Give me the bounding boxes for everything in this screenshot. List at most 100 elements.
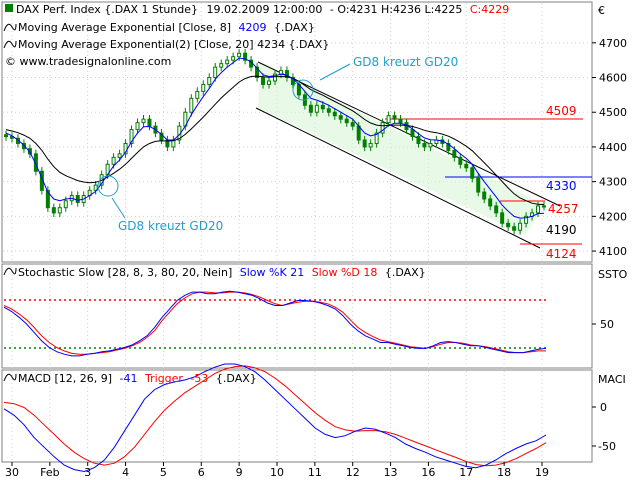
macd-trigger-line [3, 365, 547, 467]
candle-body [470, 167, 475, 179]
macd-params: MACD [12, 26, 9] [18, 372, 112, 385]
candle-body [458, 156, 463, 165]
channel-upper-line [257, 61, 561, 207]
stochastic-legend-icon [3, 267, 17, 276]
candle-body [350, 122, 355, 127]
annotation-arrow-top [319, 63, 351, 81]
ema8-line [5, 57, 545, 219]
candle-body [452, 149, 457, 158]
candle-body [464, 163, 469, 169]
price-tick-label: 4100 [599, 245, 627, 258]
header-close: C:4229 [470, 3, 509, 16]
macd-trigger-value: -53 [190, 372, 208, 385]
time-tick-label: 16 [421, 466, 435, 479]
candle-body [21, 142, 26, 150]
trend-channel [255, 61, 561, 249]
time-tick-label: 12 [346, 466, 360, 479]
macd-suffix: {.DAX} [216, 372, 257, 385]
stochastic-panel-frame [1, 263, 593, 369]
header-datetime: 19.02.2009 12:00:00 [207, 3, 323, 16]
candle-body [207, 77, 212, 85]
candle-body [326, 108, 331, 113]
price-tick-label: 4200 [599, 210, 627, 223]
header-line-2: Moving Average Exponential [Close, 8] 42… [18, 21, 315, 34]
candle-body [476, 177, 481, 193]
candle-body [93, 184, 98, 191]
candle-body [512, 226, 517, 231]
cross-circle-bottom [97, 175, 119, 197]
macd-legend: MACD [12, 26, 9] -41 Trigger -53 {.DAX} [18, 372, 257, 385]
price-tick-label: 4400 [599, 141, 627, 154]
candle-body [231, 56, 236, 61]
candle-body [273, 73, 277, 82]
time-tick-label: 9 [236, 466, 243, 479]
candle-body [135, 122, 140, 131]
ema8-value: 4209 [239, 21, 267, 34]
candle-body [416, 136, 421, 144]
candle-body [506, 222, 511, 228]
stochastic-axis-title: SSTO [598, 268, 628, 281]
annotation-arrow-bottom [111, 197, 126, 219]
candle-body [147, 118, 152, 127]
candle-body [542, 205, 546, 208]
macd-tick-label-0: 0 [600, 401, 607, 414]
candle-body [255, 66, 260, 79]
time-tick-label: 4 [122, 466, 129, 479]
level-4330-label: 4330 [546, 179, 577, 193]
candle-body [494, 205, 499, 214]
channel-fill [258, 62, 545, 235]
annotation-top: GD8 kreuzt GD20 [353, 55, 458, 69]
candle-body [63, 200, 68, 209]
ema20-line [5, 75, 545, 206]
candle-body [129, 129, 134, 144]
candle-body [159, 132, 164, 141]
candle-body [243, 52, 248, 61]
ema8-label: Moving Average Exponential [Close, 8] [18, 21, 231, 34]
header-line-1: DAX Perf. Index {.DAX 1 Stunde} 19.02.20… [16, 3, 509, 16]
stochastic-tick-label-50: 50 [600, 318, 614, 331]
candle-body [261, 77, 266, 85]
header-ohlc: - O:4231 H:4236 L:4225 [330, 3, 462, 16]
level-4257-label: 4257 [548, 202, 579, 216]
candle-body [524, 215, 529, 224]
price-tick-label: 4500 [599, 106, 627, 119]
macd-panel: MACD [12, 26, 9] -41 Trigger -53 {.DAX} … [3, 363, 626, 473]
macd-trigger-label: Trigger [144, 372, 183, 385]
candle-body [518, 222, 523, 231]
price-axis: 4700 4600 4500 4400 4300 4200 4100 [592, 37, 627, 258]
time-tick-label: 5 [160, 466, 167, 479]
stochastic-panel: Stochastic Slow [28, 8, 3, 80, 20, Nein]… [3, 266, 628, 357]
macd-value: -41 [120, 372, 138, 385]
candle-body [320, 104, 325, 110]
candle-body [410, 129, 415, 138]
candle-body [290, 77, 295, 85]
candle-body [237, 52, 242, 58]
candle-body [4, 134, 8, 138]
candle-body [362, 139, 367, 148]
candle-body [284, 70, 289, 79]
symbol-marker [5, 4, 13, 12]
candle-body [117, 153, 122, 158]
stochastic-params: Stochastic Slow [28, 8, 3, 80, 20, Nein] [18, 266, 232, 279]
stochastic-d-label: Slow %D 18 [312, 266, 378, 279]
candle-body [344, 118, 349, 124]
candle-body [308, 104, 313, 113]
time-tick-label: 30 [5, 466, 19, 479]
candle-body [195, 90, 200, 99]
currency-label: € [598, 4, 605, 17]
candle-body [422, 142, 427, 148]
price-tick-label: 4600 [599, 72, 627, 85]
instrument-name: DAX Perf. Index {.DAX 1 Stunde} [16, 3, 198, 16]
candle-body [141, 118, 146, 124]
candle-body [33, 153, 38, 172]
candle-body [428, 142, 433, 148]
level-4509-label: 4509 [546, 104, 577, 118]
candle-body [374, 132, 379, 144]
channel-lower-line [255, 107, 541, 249]
price-tick-label: 4300 [599, 176, 627, 189]
candle-body [536, 205, 541, 214]
stochastic-suffix: {.DAX} [385, 266, 426, 279]
price-levels [385, 118, 592, 245]
website-label: © www.tradesignalonline.com [5, 55, 171, 68]
